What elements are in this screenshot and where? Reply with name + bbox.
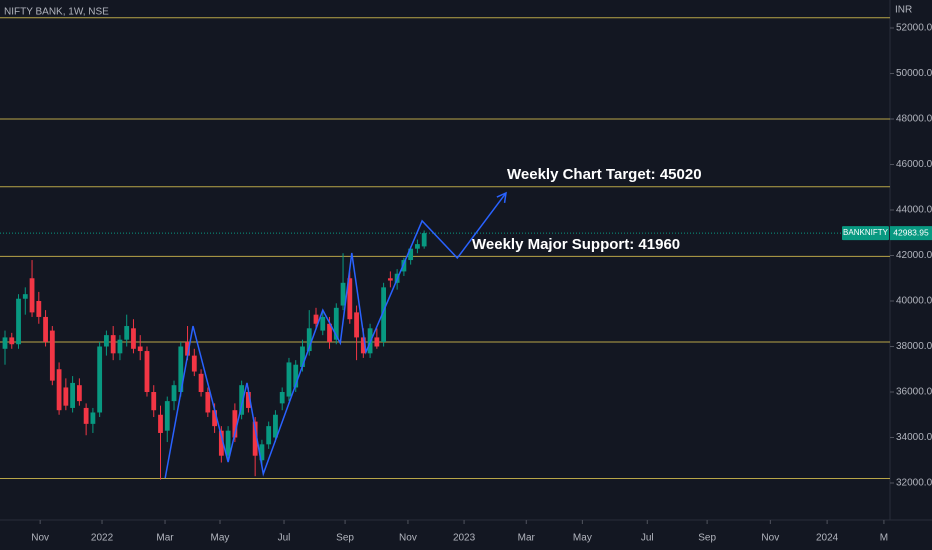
chart-title: NIFTY BANK, 1W, NSE [4,7,109,18]
candle-body [381,287,387,342]
y-tick-label: 52000.00 [896,23,932,34]
candle-body [76,385,82,402]
candle-body [300,346,305,367]
candle-body [124,326,130,340]
candle-body [279,392,285,404]
candle-body [340,282,346,306]
symbol-tag [842,226,889,241]
candle-body [415,244,420,249]
pattern-line [164,192,507,479]
candle-body [205,392,211,413]
candle-body [104,335,109,347]
arrow-head [496,191,507,203]
candle-body [408,248,414,261]
candle-body [266,426,272,445]
candle-body [374,337,380,347]
y-tick-label: 42000.00 [896,250,932,261]
candle-body [245,392,251,408]
candle-body [43,316,48,342]
candle-body [131,328,136,349]
candle-body [360,337,366,354]
candle-body [259,444,265,461]
candle-body [137,346,143,352]
candle-body [212,410,217,427]
candle-body [117,339,123,354]
candle-body [70,382,76,408]
annotation: Weekly Chart Target: 45020 [507,166,702,183]
candle-body [273,414,278,438]
candle-body [63,387,69,406]
candle-body [333,307,339,340]
candle-body [144,351,150,393]
candle-body [218,430,224,456]
candle-body [198,373,204,393]
y-tick-label: 48000.00 [896,114,932,125]
candle-body [387,278,393,281]
x-tick-label: Jul [641,533,654,544]
candle-body [306,328,312,352]
x-tick-label: May [573,533,592,544]
x-tick-label: Nov [31,533,49,544]
candle-body [56,369,62,411]
candle-body [293,364,299,388]
candle-body [232,410,238,438]
candle-body [252,421,258,456]
x-tick-label: Nov [761,533,779,544]
currency-label: INR [895,5,912,16]
x-tick-label: Nov [399,533,417,544]
candle-body [22,294,28,299]
y-tick-label: 38000.00 [896,341,932,352]
candle-body [178,346,184,393]
y-tick-label: 32000.00 [896,478,932,489]
candle-body [401,260,407,272]
candle-body [97,346,103,413]
y-tick-label: 40000.00 [896,296,932,307]
x-tick-label: M [880,533,888,544]
candle-body [185,341,190,356]
candle-body [171,385,177,402]
x-tick-label: Mar [156,533,174,544]
candle-body [354,312,359,338]
candle-body [83,407,89,424]
price-tag-label: 42983.95 [893,227,929,237]
candle-body [2,337,8,349]
candle-body [191,355,197,372]
x-tick-label: Sep [336,533,354,544]
candle-body [239,385,245,415]
candle-body [16,298,21,345]
x-tick-label: May [211,533,230,544]
y-tick-label: 46000.00 [896,159,932,170]
y-tick-label: 50000.00 [896,68,932,79]
x-tick-label: Jul [278,533,291,544]
x-tick-label: 2024 [816,533,839,544]
candle-body [151,392,157,411]
x-tick-label: 2022 [91,533,114,544]
candle-body [320,316,326,331]
annotation: Weekly Major Support: 41960 [472,236,680,253]
y-tick-label: 44000.00 [896,205,932,216]
y-tick-label: 36000.00 [896,387,932,398]
candle-body [9,337,15,345]
candle-body [164,401,170,431]
candle-body [313,314,319,324]
price-tag [890,226,932,241]
candle-body [158,414,163,433]
x-tick-label: Sep [698,533,716,544]
y-tick-label: 34000.00 [896,432,932,443]
candle-body [347,278,353,320]
symbol-tag-label: BANKNIFTY [843,228,889,237]
candle-body [36,301,42,317]
candle-body [225,430,231,456]
candle-body [90,412,96,424]
candle-body [286,362,292,397]
x-tick-label: 2023 [453,533,476,544]
x-tick-label: Mar [518,533,536,544]
candle-body [49,330,55,381]
candle-body [327,323,332,342]
candle-body [110,335,116,354]
candle-body [29,278,35,313]
candle-body [421,233,427,247]
